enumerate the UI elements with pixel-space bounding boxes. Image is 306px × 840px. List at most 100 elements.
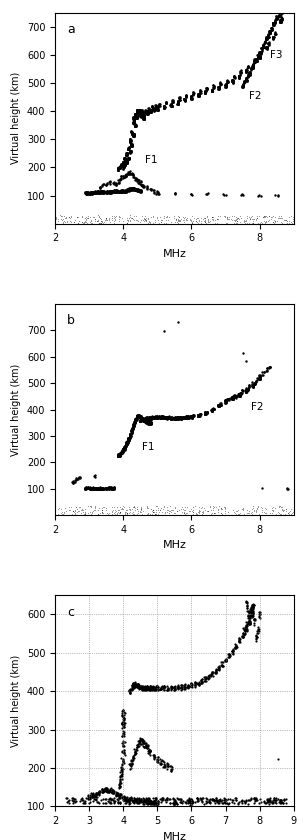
Point bbox=[255, 499, 260, 512]
Point bbox=[221, 659, 226, 672]
Point bbox=[90, 185, 95, 198]
Point bbox=[220, 796, 225, 810]
Point bbox=[251, 598, 256, 612]
Point bbox=[263, 209, 268, 223]
Point bbox=[183, 412, 188, 425]
Point bbox=[240, 386, 244, 400]
Point bbox=[254, 375, 259, 388]
Point bbox=[268, 24, 273, 38]
Point bbox=[252, 53, 257, 66]
Point bbox=[222, 796, 227, 810]
Point bbox=[120, 500, 125, 513]
Point bbox=[128, 210, 132, 223]
Point bbox=[131, 751, 136, 764]
Point bbox=[279, 7, 284, 20]
Point bbox=[228, 212, 233, 225]
Point bbox=[97, 786, 102, 800]
Point bbox=[153, 684, 158, 697]
Point bbox=[177, 793, 181, 806]
Point bbox=[117, 212, 121, 225]
Point bbox=[226, 392, 231, 406]
Point bbox=[145, 743, 150, 757]
Point bbox=[144, 794, 149, 807]
Point bbox=[83, 214, 88, 228]
Point bbox=[154, 186, 159, 200]
Point bbox=[139, 412, 144, 426]
Point bbox=[144, 738, 149, 752]
Point bbox=[121, 445, 125, 459]
Point bbox=[140, 110, 145, 123]
Point bbox=[115, 792, 120, 806]
Point bbox=[119, 160, 124, 173]
Point bbox=[115, 163, 120, 176]
Point bbox=[163, 411, 168, 424]
Point bbox=[203, 674, 208, 687]
Point bbox=[136, 409, 140, 423]
Point bbox=[248, 507, 253, 520]
Point bbox=[244, 209, 249, 223]
Point bbox=[194, 791, 199, 805]
Point bbox=[129, 427, 133, 440]
Point bbox=[140, 504, 145, 517]
Point bbox=[139, 502, 144, 516]
Point bbox=[137, 414, 142, 428]
Point bbox=[257, 371, 262, 385]
Point bbox=[251, 598, 256, 612]
Point bbox=[179, 680, 184, 693]
Point bbox=[128, 181, 133, 195]
Point bbox=[145, 216, 150, 229]
Point bbox=[241, 627, 246, 640]
Point bbox=[231, 793, 236, 806]
Point bbox=[108, 185, 113, 198]
Point bbox=[218, 76, 223, 89]
Point bbox=[77, 500, 82, 513]
Point bbox=[116, 214, 121, 228]
Point bbox=[240, 79, 245, 92]
Point bbox=[151, 794, 156, 807]
Point bbox=[290, 507, 295, 520]
Point bbox=[216, 398, 221, 412]
Text: F1: F1 bbox=[145, 155, 158, 165]
Point bbox=[255, 501, 260, 515]
Point bbox=[135, 410, 140, 423]
Point bbox=[151, 211, 156, 224]
Point bbox=[255, 502, 259, 516]
Point bbox=[140, 109, 145, 123]
Point bbox=[98, 185, 103, 198]
Point bbox=[237, 387, 242, 401]
Point bbox=[217, 662, 222, 675]
Point bbox=[247, 609, 252, 622]
Point bbox=[129, 793, 134, 806]
Point bbox=[137, 681, 142, 695]
Point bbox=[132, 500, 137, 513]
Point bbox=[93, 793, 98, 806]
Point bbox=[156, 795, 161, 809]
Point bbox=[118, 172, 123, 186]
Point bbox=[257, 51, 262, 65]
Point bbox=[213, 665, 218, 679]
Point bbox=[86, 480, 91, 494]
Point bbox=[230, 74, 235, 87]
Point bbox=[130, 169, 135, 182]
Point bbox=[138, 411, 143, 424]
Point bbox=[223, 502, 228, 516]
Point bbox=[121, 714, 125, 727]
Point bbox=[173, 796, 177, 810]
Point bbox=[203, 211, 208, 224]
Point bbox=[129, 183, 134, 197]
Point bbox=[137, 105, 142, 118]
Point bbox=[136, 104, 140, 118]
Point bbox=[277, 795, 282, 809]
Point bbox=[172, 684, 177, 697]
Point bbox=[238, 188, 243, 202]
Point bbox=[202, 86, 207, 99]
Point bbox=[119, 157, 124, 171]
Point bbox=[250, 61, 255, 75]
Point bbox=[150, 411, 155, 424]
Point bbox=[181, 410, 186, 423]
Point bbox=[136, 174, 141, 187]
Point bbox=[284, 502, 289, 516]
Point bbox=[197, 507, 202, 520]
Point bbox=[118, 500, 123, 513]
Point bbox=[186, 678, 191, 691]
